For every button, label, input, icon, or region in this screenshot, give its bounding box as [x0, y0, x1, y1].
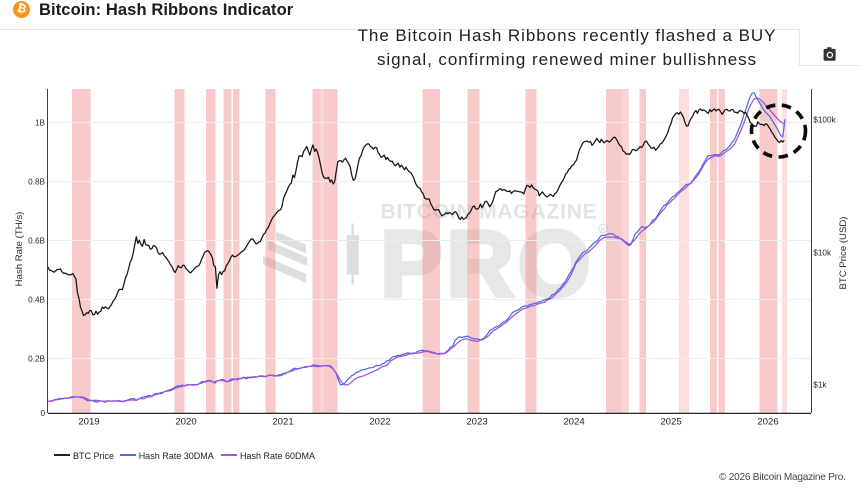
svg-text:Hash Rate (TH/s): Hash Rate (TH/s)	[14, 212, 25, 287]
svg-text:0.8B: 0.8B	[28, 177, 45, 186]
svg-text:2023: 2023	[466, 417, 487, 428]
svg-text:$1k: $1k	[813, 380, 827, 389]
svg-text:2020: 2020	[175, 417, 196, 428]
svg-text:0.4B: 0.4B	[28, 295, 45, 304]
svg-text:2022: 2022	[369, 417, 390, 428]
svg-text:$10k: $10k	[813, 248, 832, 257]
svg-text:1B: 1B	[35, 118, 46, 127]
svg-text:2024: 2024	[563, 417, 585, 428]
svg-text:0: 0	[40, 409, 45, 418]
svg-text:R: R	[601, 227, 606, 234]
svg-text:BTC Price (USD): BTC Price (USD)	[838, 216, 849, 289]
svg-text:2025: 2025	[660, 417, 681, 428]
svg-text:0.6B: 0.6B	[28, 236, 45, 245]
svg-text:2019: 2019	[78, 417, 99, 428]
svg-text:2021: 2021	[272, 417, 293, 428]
svg-text:2026: 2026	[757, 417, 778, 428]
svg-text:$100k: $100k	[813, 115, 836, 124]
svg-text:PRO: PRO	[380, 211, 594, 316]
svg-text:BITCOIN MAGAZINE: BITCOIN MAGAZINE	[381, 201, 598, 224]
svg-text:0.2B: 0.2B	[28, 354, 45, 363]
